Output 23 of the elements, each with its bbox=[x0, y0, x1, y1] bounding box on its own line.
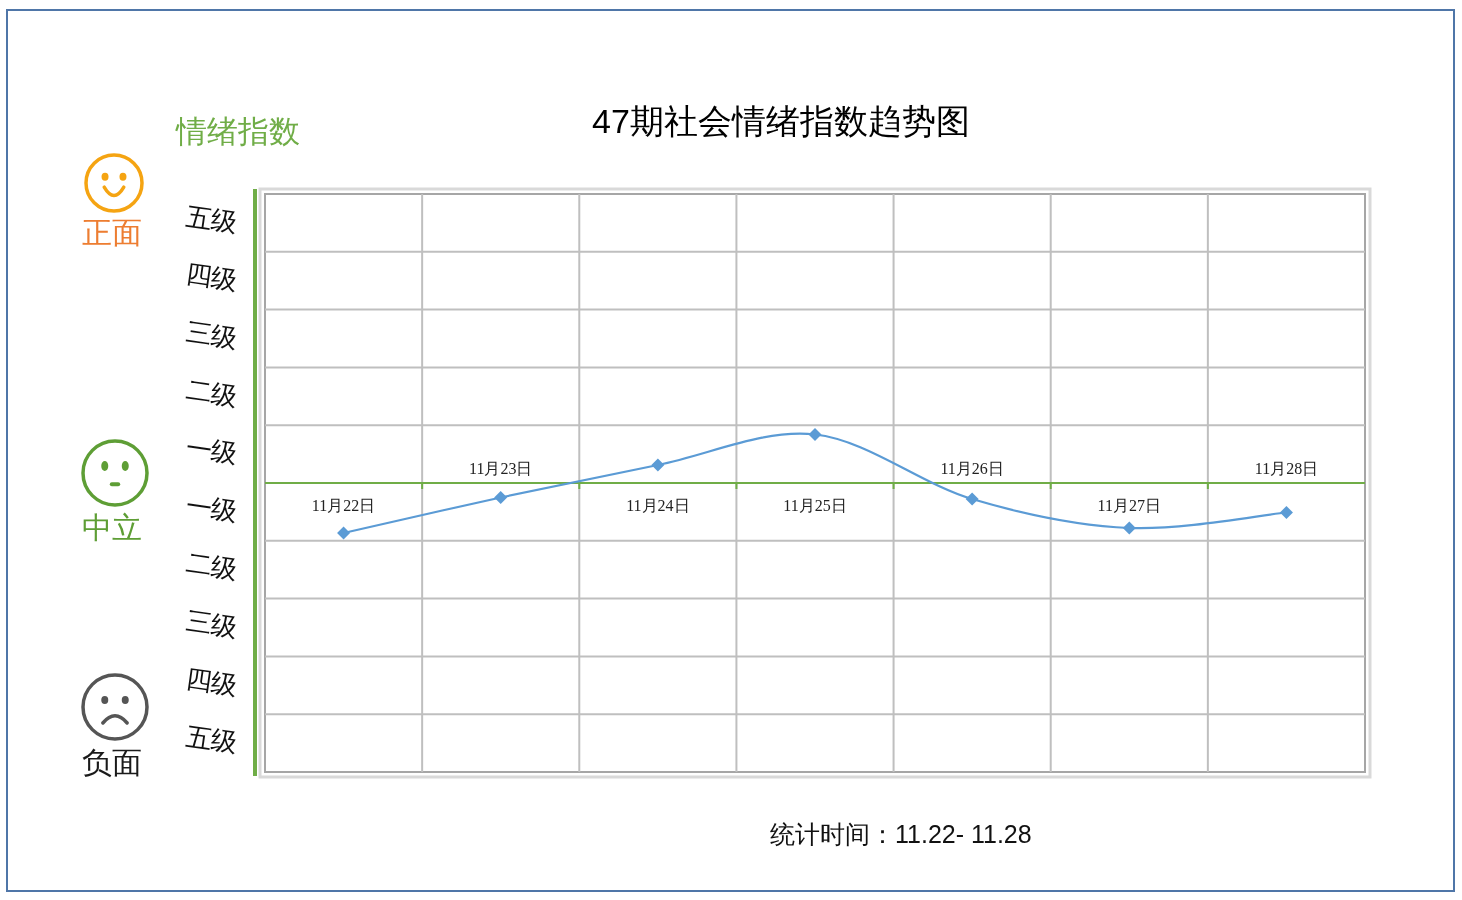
x-tick-label: 11月22日 bbox=[311, 497, 376, 514]
annotation: 一级 bbox=[183, 433, 240, 470]
annotation: 三级 bbox=[183, 317, 240, 354]
x-tick-label: 11月27日 bbox=[1097, 497, 1161, 514]
annotation: 情绪指数 bbox=[176, 114, 300, 149]
x-tick-label: 11月28日 bbox=[1254, 460, 1319, 477]
annotation: 一级 bbox=[183, 490, 240, 527]
annotation: 三级 bbox=[183, 606, 240, 643]
annotation: 五级 bbox=[183, 201, 240, 238]
x-tick-label: 11月26日 bbox=[940, 460, 1004, 477]
annotation: 四级 bbox=[183, 664, 240, 701]
annotation: 四级 bbox=[183, 259, 240, 296]
annotation: 中立 bbox=[82, 511, 142, 544]
annotation: 正面 bbox=[82, 216, 142, 249]
x-tick-label: 11月25日 bbox=[783, 497, 847, 514]
annotation: 五级 bbox=[183, 722, 240, 759]
x-tick-label: 11月23日 bbox=[469, 460, 533, 477]
annotation: 统计时间：11.22- 11.28 bbox=[770, 820, 1032, 848]
x-tick-label: 11月24日 bbox=[626, 497, 690, 514]
annotation: 负面 bbox=[82, 746, 142, 779]
title: 47期社会情绪指数趋势图 bbox=[592, 102, 970, 140]
annotation: 二级 bbox=[183, 375, 240, 412]
annotation: 二级 bbox=[183, 548, 240, 585]
